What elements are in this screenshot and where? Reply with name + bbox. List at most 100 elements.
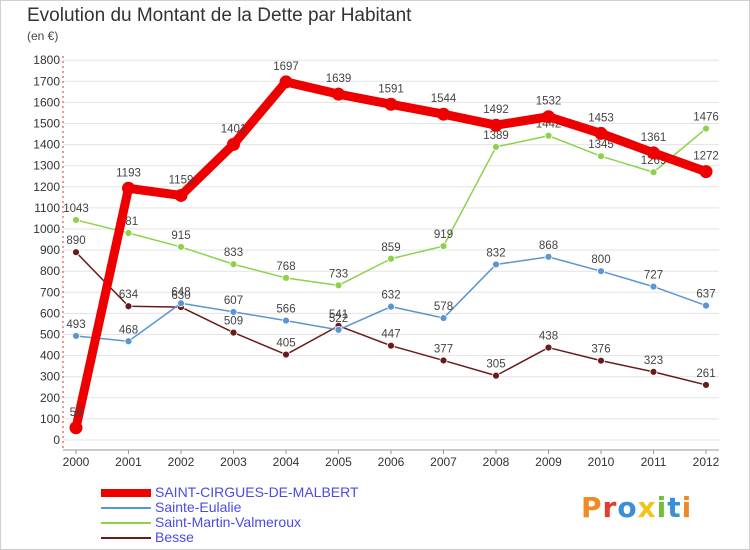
legend-label: Besse <box>155 529 194 545</box>
data-point <box>489 118 503 132</box>
data-point <box>544 343 553 352</box>
data-label: 859 <box>381 242 400 254</box>
data-label: 607 <box>224 295 243 307</box>
legend-swatch <box>101 507 151 509</box>
x-tick-label: 2005 <box>325 455 352 469</box>
logo-letter: t <box>667 491 682 524</box>
data-label: 832 <box>486 247 505 259</box>
chart-subtitle: (en €) <box>27 29 59 43</box>
logo-letter: P <box>581 491 603 524</box>
y-tick-label: 500 <box>40 328 60 342</box>
data-label: 261 <box>696 368 715 380</box>
y-tick-label: 300 <box>40 370 60 384</box>
data-point <box>279 75 293 89</box>
data-point <box>439 314 448 322</box>
data-point <box>492 143 500 151</box>
logo-letter: i <box>681 491 693 524</box>
data-point <box>72 248 80 257</box>
data-label: 1345 <box>588 139 614 151</box>
data-label: 630 <box>171 290 190 302</box>
data-label: 1639 <box>326 73 352 85</box>
data-point <box>702 124 710 133</box>
data-point <box>124 302 133 311</box>
data-label: 1272 <box>693 151 719 163</box>
y-tick-label: 1700 <box>33 74 60 88</box>
data-point <box>597 356 605 365</box>
data-point <box>282 274 290 282</box>
data-label: 727 <box>644 270 663 282</box>
data-label: 566 <box>276 304 295 316</box>
data-point <box>177 243 185 251</box>
data-point <box>649 168 658 177</box>
y-tick-label: 1500 <box>33 117 60 131</box>
data-point <box>174 188 188 202</box>
y-tick-label: 1800 <box>33 53 60 67</box>
y-tick-label: 1100 <box>34 201 60 215</box>
logo-letter: i <box>656 491 668 524</box>
data-label: 1544 <box>431 93 457 105</box>
y-tick-label: 200 <box>40 391 60 405</box>
data-label: 632 <box>381 290 400 302</box>
x-tick-label: 2003 <box>220 455 247 469</box>
data-point <box>72 216 80 224</box>
y-tick-label: 600 <box>40 306 60 320</box>
y-tick-label: 400 <box>40 349 60 363</box>
logo-letter: o <box>617 491 638 524</box>
data-label: 522 <box>329 313 348 325</box>
data-point <box>542 110 555 124</box>
y-tick-label: 1200 <box>33 180 60 194</box>
data-label: 305 <box>486 359 505 371</box>
legend-label: SAINT-CIRGUES-DE-MALBERT <box>155 484 359 500</box>
data-point <box>544 131 553 140</box>
x-tick-label: 2000 <box>63 455 90 469</box>
data-point <box>647 146 660 160</box>
y-tick-label: 900 <box>40 243 60 257</box>
data-point <box>649 367 658 376</box>
data-point <box>597 267 605 276</box>
legend-label: Saint-Martin-Valmeroux <box>155 514 302 530</box>
data-point <box>387 341 395 350</box>
data-point <box>384 97 398 111</box>
data-label: 1492 <box>483 104 509 116</box>
data-label: 634 <box>119 289 139 301</box>
x-tick-label: 2011 <box>641 455 667 469</box>
logo-letter: r <box>602 491 618 524</box>
data-label: 578 <box>434 301 453 313</box>
x-tick-label: 2006 <box>378 455 405 469</box>
data-label: 1697 <box>273 61 299 73</box>
data-point <box>124 337 133 346</box>
data-point <box>227 137 240 151</box>
data-point <box>229 260 238 269</box>
data-label: 447 <box>381 329 400 341</box>
data-label: 541 <box>329 309 348 321</box>
data-point <box>649 282 658 291</box>
data-point <box>334 281 343 290</box>
data-point <box>492 260 500 269</box>
data-point <box>702 301 710 310</box>
data-label: 648 <box>171 286 190 298</box>
data-point <box>282 316 290 325</box>
y-tick-label: 1600 <box>33 95 60 109</box>
data-label: 376 <box>591 344 610 356</box>
chart-title: Evolution du Montant de la Dette par Hab… <box>27 5 412 26</box>
data-label: 833 <box>224 247 243 259</box>
x-tick-label: 2001 <box>115 455 142 469</box>
data-label: 768 <box>276 261 295 273</box>
data-point <box>334 325 343 334</box>
data-label: 509 <box>224 316 243 328</box>
y-tick-label: 1000 <box>33 222 60 236</box>
y-tick-label: 800 <box>40 264 60 278</box>
data-label: 1159 <box>169 174 194 186</box>
y-tick-label: 100 <box>40 412 60 426</box>
x-tick-label: 2012 <box>693 455 720 469</box>
data-label: 493 <box>66 319 85 331</box>
data-point <box>229 308 238 316</box>
y-tick-label: 1300 <box>33 159 60 173</box>
data-label: 868 <box>539 240 558 252</box>
x-tick-label: 2010 <box>588 455 615 469</box>
data-point <box>439 242 448 250</box>
x-tick-label: 2007 <box>430 455 457 469</box>
data-point <box>594 126 608 140</box>
